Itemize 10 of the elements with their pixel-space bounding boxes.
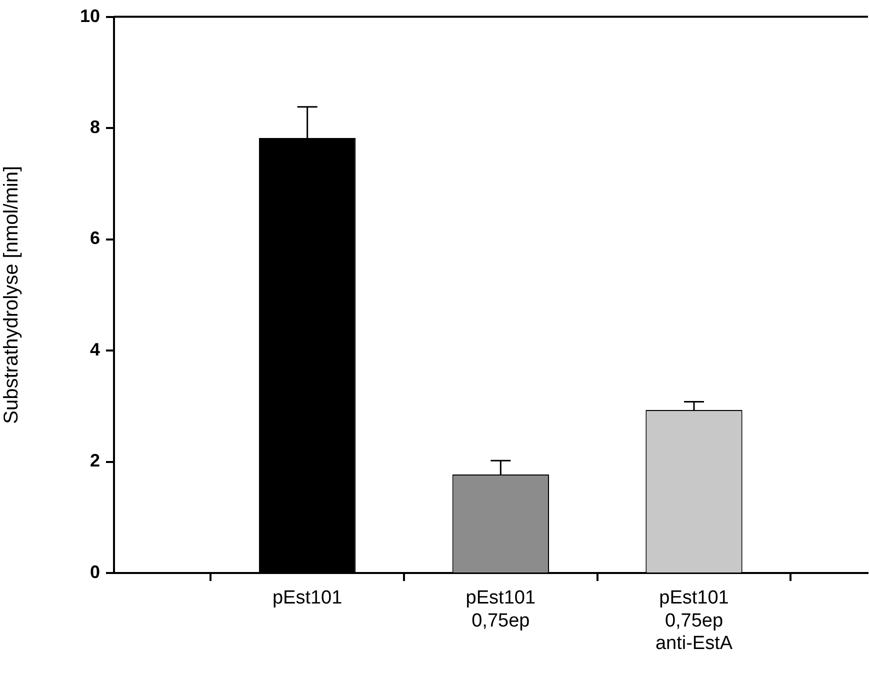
x-tick-label: pEst101 0,75ep xyxy=(466,588,536,632)
y-tick-label: 8 xyxy=(90,117,100,138)
y-axis-title: Substrathydrolyse [nmol/min] xyxy=(0,166,23,424)
y-tick-label: 4 xyxy=(90,339,100,360)
y-tick-label: 10 xyxy=(80,6,100,26)
x-tick-label: pEst101 xyxy=(272,588,342,609)
y-tick-label: 2 xyxy=(90,450,100,471)
y-tick-label: 0 xyxy=(90,562,100,582)
y-tick-label: 6 xyxy=(90,228,100,248)
x-tick-label: pEst101 0,75ep anti-EstA xyxy=(655,588,733,654)
